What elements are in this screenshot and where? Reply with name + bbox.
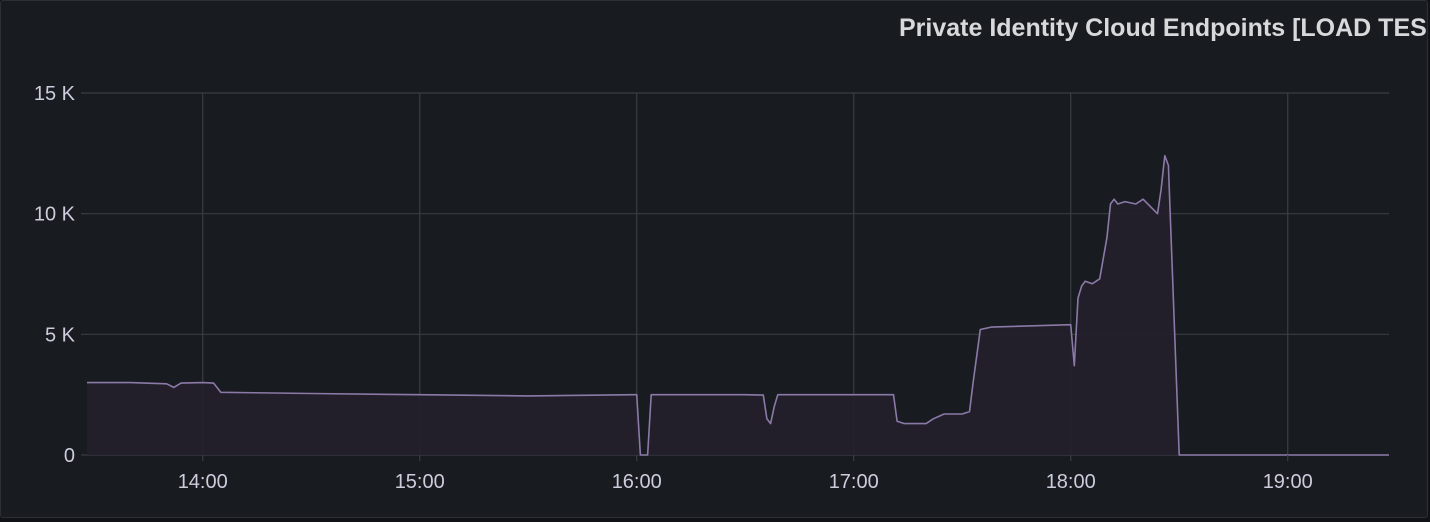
x-tick-label: 17:00 <box>829 471 879 493</box>
x-tick-label: 19:00 <box>1263 471 1313 493</box>
y-tick-label: 10 K <box>34 204 76 226</box>
y-tick-label: 0 <box>64 445 75 467</box>
y-tick-label: 15 K <box>34 83 76 105</box>
y-axis: 0 5 K 10 K 15 K <box>34 83 87 467</box>
x-axis: 14:00 15:00 16:00 17:00 18:00 19:00 <box>178 455 1313 493</box>
panel-title[interactable]: Private Identity Cloud Endpoints [LOAD T… <box>899 14 1427 42</box>
x-tick-label: 18:00 <box>1046 471 1096 493</box>
x-tick-label: 15:00 <box>395 471 445 493</box>
series-line[interactable] <box>87 154 1389 456</box>
x-tick-label: 14:00 <box>178 471 228 493</box>
series-layer <box>87 154 1389 456</box>
y-tick-label: 5 K <box>45 324 76 346</box>
x-tick-label: 16:00 <box>612 471 662 493</box>
series-area-fill <box>87 155 1389 455</box>
